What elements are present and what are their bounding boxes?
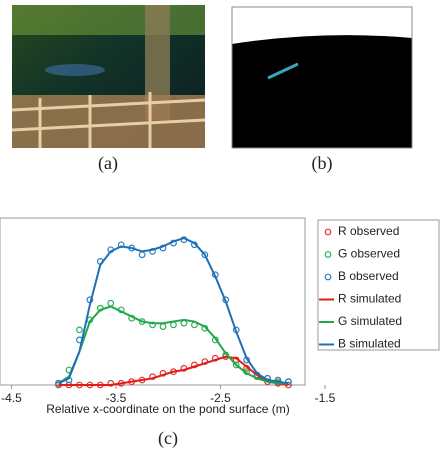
legend-label: G simulated <box>338 314 402 328</box>
data-point <box>180 319 188 327</box>
legend-label: B observed <box>338 269 399 283</box>
photo-b <box>231 6 413 149</box>
legend-label: R simulated <box>338 292 401 306</box>
data-point <box>232 361 240 369</box>
x-tick-label: -1.5 <box>315 391 336 405</box>
legend-label: R observed <box>338 224 399 238</box>
panel-label: (a) <box>98 153 118 174</box>
legend-box <box>317 219 440 351</box>
x-tick-label: -3.5 <box>106 391 127 405</box>
legend-label: G observed <box>338 247 400 261</box>
x-tick-label: -2.5 <box>210 391 231 405</box>
data-line <box>57 305 289 385</box>
x-axis-label: Relative x-coordinate on the pond surfac… <box>46 402 289 416</box>
panel-label: (c) <box>158 428 178 449</box>
data-point <box>107 299 115 307</box>
photo-a <box>11 5 206 148</box>
data-line <box>58 355 289 386</box>
plot-frame <box>0 217 306 386</box>
data-line <box>58 236 289 385</box>
legend-marker <box>324 251 332 258</box>
legend-marker <box>324 228 332 236</box>
panel-label: (b) <box>312 153 333 174</box>
data-point <box>201 251 209 259</box>
data-point <box>149 321 156 329</box>
legend-marker <box>324 273 332 281</box>
x-tick-label: -4.5 <box>1 391 22 405</box>
data-point <box>138 251 146 259</box>
data-point <box>117 241 125 249</box>
data-point <box>76 326 83 334</box>
data-point <box>55 379 62 387</box>
data-point <box>170 321 177 329</box>
data-point <box>107 379 115 387</box>
data-point <box>149 247 156 255</box>
data-point <box>159 323 167 330</box>
legend-label: B simulated <box>338 337 401 351</box>
